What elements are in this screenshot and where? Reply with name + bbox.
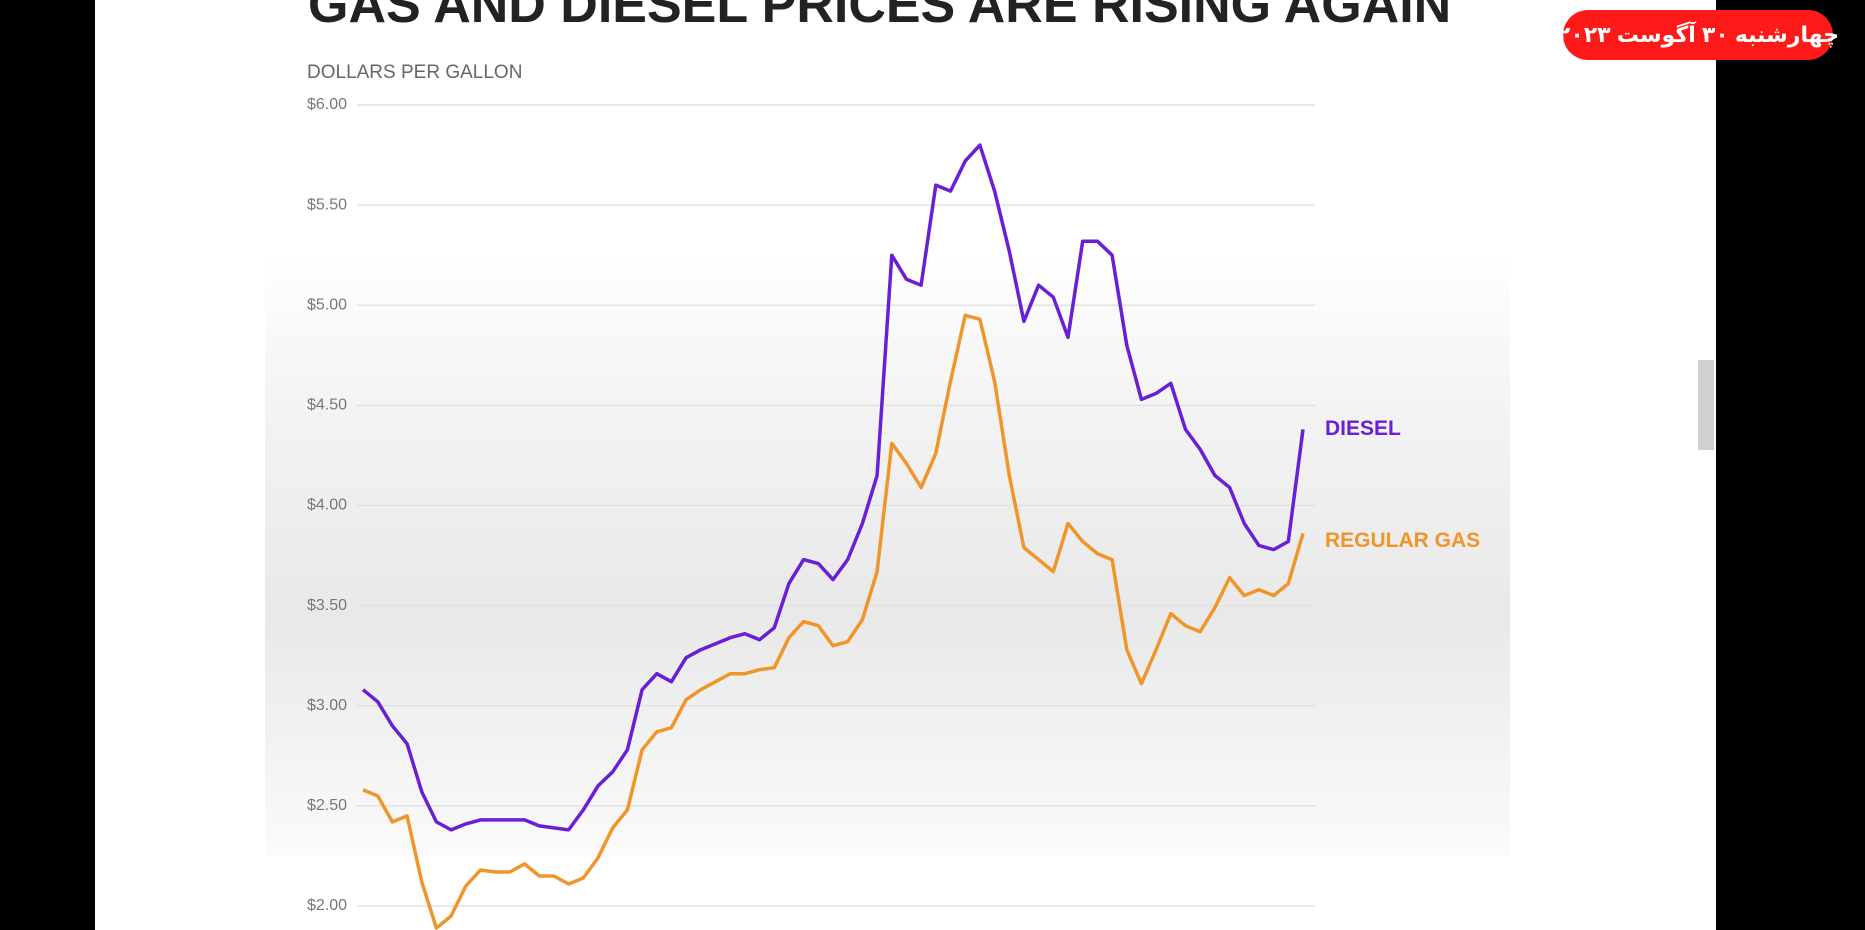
y-tick-label: $6.00 — [307, 96, 347, 113]
y-tick-label: $3.50 — [307, 597, 347, 614]
y-tick-label: $2.00 — [307, 897, 347, 914]
y-tick-label: $2.50 — [307, 797, 347, 814]
y-tick-label: $5.00 — [307, 296, 347, 313]
series-line — [361, 143, 1305, 832]
series-label: REGULAR GAS — [1325, 529, 1480, 552]
y-tick-label: $4.50 — [307, 397, 347, 414]
scrollbar — [1698, 360, 1714, 450]
series-label: DIESEL — [1325, 417, 1401, 440]
date-badge — [1563, 10, 1833, 60]
y-tick-label: $5.50 — [307, 196, 347, 213]
y-tick-label: $3.00 — [307, 697, 347, 714]
y-tick-label: $4.00 — [307, 497, 347, 514]
photo-background — [265, 255, 1510, 855]
date-badge-text: چهارشنبه ۳۰ آگوست ۲۰۲۳ — [1557, 20, 1839, 48]
y-axis-label: DOLLARS PER GALLON — [307, 62, 522, 83]
series-line — [362, 313, 1305, 930]
chart-title: GAS AND DIESEL PRICES ARE RISING AGAIN — [308, 0, 1451, 34]
